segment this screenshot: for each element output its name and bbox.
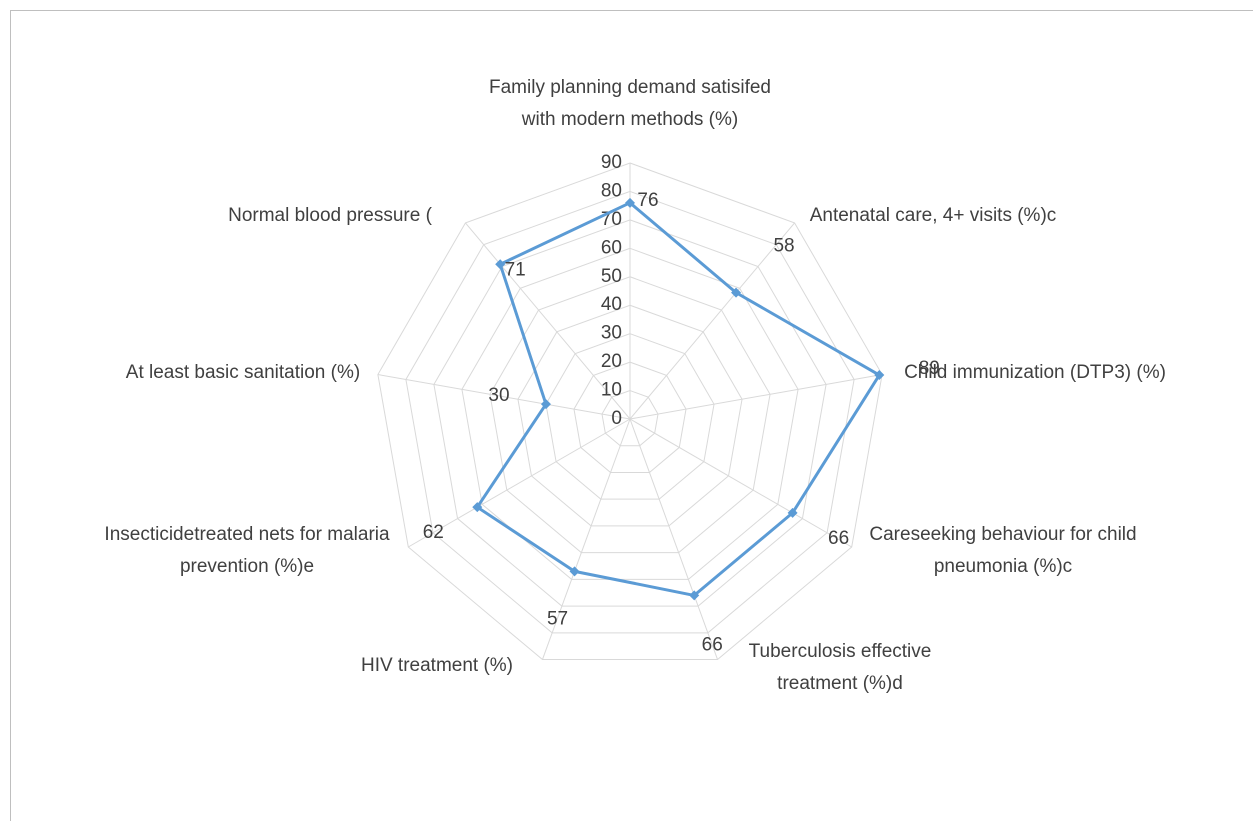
spoke xyxy=(629,374,883,420)
marker xyxy=(540,399,551,410)
grid-ring xyxy=(461,247,799,580)
data-label: 57 xyxy=(547,608,568,629)
spoke xyxy=(408,418,631,548)
marker xyxy=(625,197,635,208)
r-tick-label: 60 xyxy=(601,237,622,258)
data-label: 66 xyxy=(702,634,723,655)
spoke xyxy=(629,418,852,548)
r-tick-label: 0 xyxy=(611,408,622,429)
category-label: Child immunization (DTP3) (%) xyxy=(904,362,1166,383)
category-label: Tuberculosis effective treatment (%)d xyxy=(748,641,932,694)
spoke xyxy=(629,222,795,420)
marker xyxy=(495,259,506,270)
data-label: 71 xyxy=(505,259,526,280)
data-label: 66 xyxy=(828,528,849,549)
spoke xyxy=(465,222,631,420)
spoke xyxy=(377,374,631,420)
marker xyxy=(569,566,580,577)
r-tick-label: 50 xyxy=(601,266,622,287)
r-tick-label: 30 xyxy=(601,323,622,344)
r-tick-label: 80 xyxy=(601,180,622,201)
category-label: At least basic sanitation (%) xyxy=(125,362,361,383)
r-tick-label: 20 xyxy=(601,351,622,372)
spoke xyxy=(629,418,719,660)
series-line xyxy=(475,201,881,597)
category-label: Family planning demand satisifed with mo… xyxy=(489,77,771,130)
category-label: Normal blood pressure ( xyxy=(228,205,432,226)
marker xyxy=(472,502,483,513)
data-label: 30 xyxy=(488,385,509,406)
grid-ring xyxy=(517,304,743,527)
spoke xyxy=(541,418,631,660)
marker xyxy=(787,507,798,518)
category-label: Antenatal care, 4+ visits (%)c xyxy=(809,205,1057,226)
grid-ring xyxy=(377,162,883,661)
marker xyxy=(731,287,742,298)
category-label: Insecticidetreated nets for malaria prev… xyxy=(104,524,390,577)
chart-border xyxy=(10,10,1253,821)
r-tick-label: 90 xyxy=(601,152,622,173)
r-tick-label: 10 xyxy=(601,380,622,401)
grid-ring xyxy=(489,276,771,554)
grid-ring xyxy=(573,361,687,473)
grid-ring xyxy=(601,390,659,447)
marker xyxy=(689,590,700,601)
grid-ring xyxy=(405,190,855,634)
grid-ring xyxy=(545,333,715,500)
data-label: 58 xyxy=(773,236,794,257)
data-label: 89 xyxy=(919,358,940,379)
data-label: 76 xyxy=(637,190,658,211)
r-tick-label: 40 xyxy=(601,294,622,315)
category-label: Careseeking behaviour for child pneumoni… xyxy=(869,524,1137,577)
data-label: 62 xyxy=(423,522,444,543)
marker xyxy=(874,370,885,381)
category-label: HIV treatment (%) xyxy=(360,655,514,676)
